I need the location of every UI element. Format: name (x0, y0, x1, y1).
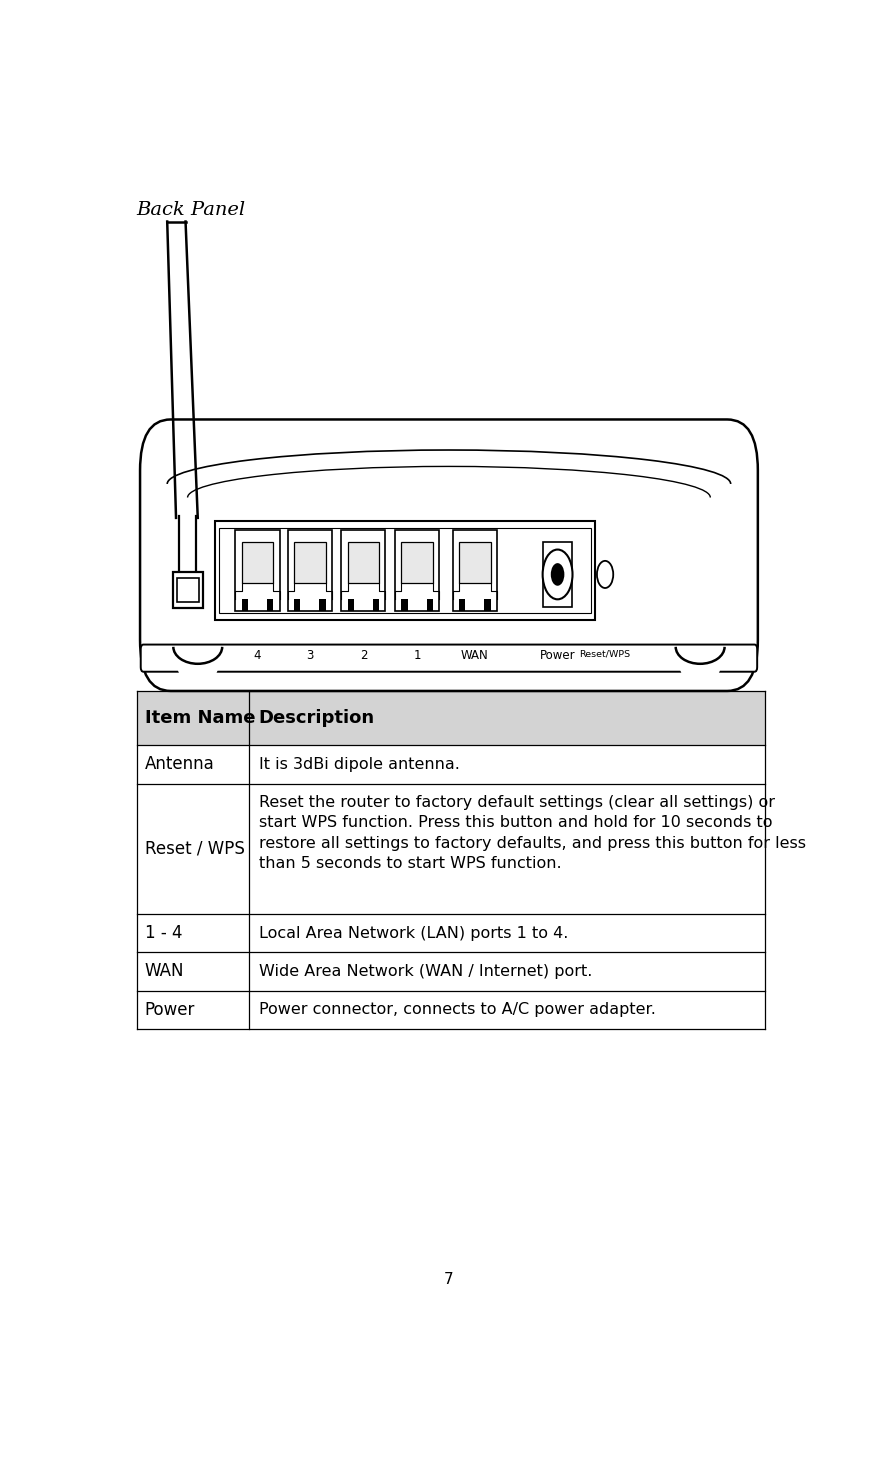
Bar (348, 542, 379, 583)
Bar (459, 542, 491, 583)
Text: Power: Power (540, 649, 576, 663)
Bar (293, 599, 300, 611)
Circle shape (542, 549, 573, 599)
Bar (401, 599, 407, 611)
Bar (484, 599, 491, 611)
Bar (342, 530, 385, 611)
Text: 4: 4 (254, 649, 261, 663)
Bar (320, 599, 326, 611)
Bar (219, 527, 590, 613)
Bar (173, 571, 203, 608)
Text: 1: 1 (413, 649, 420, 663)
FancyBboxPatch shape (141, 645, 757, 671)
Bar (543, 542, 572, 607)
Bar (137, 952, 765, 990)
Bar (453, 530, 497, 611)
Text: 1 - 4: 1 - 4 (145, 924, 182, 942)
Wedge shape (173, 646, 223, 687)
Bar (459, 599, 465, 611)
Text: Reset/WPS: Reset/WPS (580, 649, 631, 658)
Text: Power: Power (145, 1000, 195, 1019)
Bar (215, 521, 595, 620)
Bar (267, 599, 273, 611)
Text: 3: 3 (306, 649, 314, 663)
Bar (401, 542, 433, 583)
Text: Back Panel: Back Panel (137, 201, 246, 219)
Text: Power connector, connects to A/C power adapter.: Power connector, connects to A/C power a… (258, 1002, 656, 1018)
Bar (395, 530, 439, 611)
Bar (348, 599, 354, 611)
Circle shape (551, 563, 564, 586)
Text: Reset the router to factory default settings (clear all settings) or
start WPS f: Reset the router to factory default sett… (258, 795, 806, 871)
FancyBboxPatch shape (140, 420, 758, 690)
Text: WAN: WAN (145, 962, 184, 980)
Bar (137, 914, 765, 952)
Text: Wide Area Network (WAN / Internet) port.: Wide Area Network (WAN / Internet) port. (258, 964, 592, 978)
Text: 2: 2 (360, 649, 367, 663)
Circle shape (597, 561, 613, 588)
Bar (177, 577, 199, 602)
Wedge shape (675, 646, 724, 687)
Text: Description: Description (258, 710, 375, 727)
Bar (287, 530, 332, 611)
Bar (236, 530, 279, 611)
Text: Item Name: Item Name (145, 710, 255, 727)
Text: Antenna: Antenna (145, 755, 215, 774)
Bar (137, 990, 765, 1030)
Bar (137, 690, 765, 745)
Text: It is 3dBi dipole antenna.: It is 3dBi dipole antenna. (258, 757, 460, 773)
Bar (373, 599, 379, 611)
Text: Reset / WPS: Reset / WPS (145, 840, 244, 858)
Text: 7: 7 (444, 1272, 454, 1287)
Bar (427, 599, 433, 611)
Bar (137, 745, 765, 783)
Text: Local Area Network (LAN) ports 1 to 4.: Local Area Network (LAN) ports 1 to 4. (258, 925, 569, 940)
Bar (293, 542, 326, 583)
Bar (242, 599, 248, 611)
Bar (137, 783, 765, 914)
Text: WAN: WAN (461, 649, 489, 663)
Bar (242, 542, 273, 583)
